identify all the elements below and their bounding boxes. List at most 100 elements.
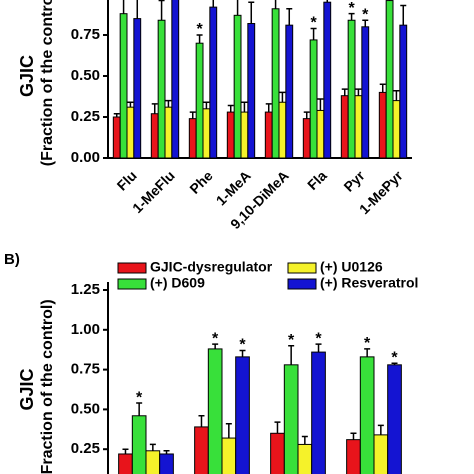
bar [235,356,250,474]
bar [164,106,173,159]
error-bar [286,8,293,26]
error-bar [203,101,210,109]
bar [145,450,161,474]
bar [133,18,142,159]
error-bar [274,0,277,9]
error-bar [279,91,286,103]
error-bar [341,88,348,96]
y-axis-title: GJIC [17,55,37,97]
error-bar [122,0,125,14]
error-bar [301,435,308,445]
bar [387,364,402,474]
y-axis-title: (Fraction of the control) [39,299,56,474]
x-tick-label: Fla [304,167,330,193]
bar [126,106,135,159]
bar [392,100,401,159]
significance-marker: * [288,332,295,349]
bar [385,0,394,159]
error-bar [364,348,371,357]
error-bar [348,12,355,21]
bar [118,453,133,474]
bar [340,95,349,159]
error-bar [310,27,317,40]
panel-label: B) [4,251,20,268]
bar [354,95,363,159]
error-bar [274,421,281,434]
error-bar [189,111,196,119]
error-bar [350,432,357,440]
legend-swatch [287,262,317,274]
error-bar [393,90,400,101]
error-bar [149,443,156,451]
error-bar [239,349,246,357]
bar [157,19,166,159]
bar [207,348,223,474]
error-bar [127,101,134,108]
bar [202,108,211,159]
bar [373,434,389,474]
significance-marker: * [315,330,322,347]
significance-marker: * [310,15,317,32]
bar [399,24,408,159]
y-tick-label: 0.50 [71,67,100,84]
y-axis-title: GJIC [17,368,37,410]
bar [233,14,242,159]
bar [188,118,197,159]
x-tick-label: 1-MeFlu [129,167,178,216]
significance-marker: * [212,330,219,347]
error-bar [122,448,129,454]
y-tick-label: 0.50 [71,400,100,417]
error-bar [236,0,239,16]
bar [119,13,128,159]
bar [346,439,361,474]
bar [378,91,387,159]
x-tick-label: Flu [114,167,140,193]
significance-marker: * [364,335,371,352]
bar [221,437,237,474]
legend-label: (+) U0126 [320,259,383,275]
legend-label: (+) D609 [150,275,205,291]
error-bar [136,0,139,19]
bar [271,8,280,159]
bar [285,24,294,159]
error-bar [326,0,329,3]
y-tick-label: 0.25 [71,108,100,125]
bar [240,111,249,159]
significance-marker: * [391,349,398,366]
y-axis-title: (Fraction of the control) [39,0,56,166]
error-bar [248,1,255,24]
bar [209,6,218,159]
error-bar [136,402,143,416]
error-bar [400,4,407,26]
error-bar [303,111,310,119]
error-bar [165,99,172,108]
bar [270,432,285,474]
significance-marker: * [348,0,355,17]
bar [195,42,204,159]
bar [278,101,287,159]
x-tick-label: Phe [186,167,216,197]
error-bar [317,98,324,111]
error-bar [265,103,272,113]
bar [323,1,332,159]
y-tick-label: 0.75 [71,26,100,43]
y-tick-label: 0.75 [71,361,100,378]
bar [359,356,375,474]
bar [112,116,121,159]
error-bar [151,103,158,114]
error-bar [227,104,234,113]
bar [131,415,147,474]
legend-swatch [117,262,147,274]
error-bar [377,424,384,435]
bar [361,26,370,159]
error-bar [212,0,215,8]
error-bar [379,83,386,93]
bar [347,19,356,159]
y-tick-label: 1.00 [71,321,100,338]
error-bar [113,112,120,117]
significance-marker: * [239,337,246,354]
bar [264,111,273,159]
error-bar [196,34,203,44]
